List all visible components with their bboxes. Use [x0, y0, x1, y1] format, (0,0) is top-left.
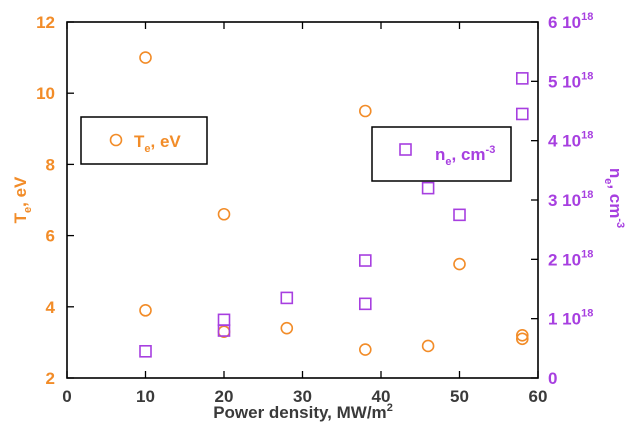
ne-point: [280, 291, 294, 305]
te-point: [515, 328, 529, 342]
right-y-tick-label: 6 1018: [548, 11, 593, 32]
x-tick-label: 60: [529, 387, 548, 406]
left-y-tick-label: 10: [36, 84, 55, 103]
x-axis-label-sup: 2: [387, 402, 393, 414]
legend-ne-label: ne, cm-3: [435, 144, 495, 168]
x-tick-label: 0: [62, 387, 71, 406]
ne-point: [515, 107, 529, 121]
left-y-axis-label: Te, eV: [11, 176, 34, 223]
left-y-tick-label: 6: [46, 227, 55, 246]
te-point: [139, 304, 152, 317]
ne-point: [421, 181, 435, 195]
legend-te-box: [80, 116, 208, 165]
left-y-axis: 2 4 6 8 10 12: [36, 13, 74, 388]
ne-point: [217, 324, 231, 337]
left-y-tick-label: 2: [46, 369, 55, 388]
right-y-tick-label: 4 1018: [548, 130, 593, 151]
ne-point: [515, 72, 529, 85]
ne-point: [358, 297, 372, 311]
left-y-tick-label: 12: [36, 13, 55, 32]
plot-frame: [66, 21, 539, 379]
x-axis: 0 10 20 30 40 50 60: [62, 22, 547, 406]
x-axis-label: Power density, MW/m2: [213, 402, 393, 422]
x-tick-label: 50: [450, 387, 469, 406]
te-point: [358, 343, 372, 356]
ne-point: [139, 344, 152, 358]
legend-te-label: Te, eV: [134, 132, 181, 155]
right-y-tick-label: 5 1018: [548, 70, 593, 91]
right-y-tick-label: 2 1018: [548, 248, 593, 269]
te-point: [515, 332, 529, 346]
x-tick-label: 10: [136, 387, 155, 406]
right-y-tick-label: 0: [548, 369, 557, 388]
te-point: [358, 104, 372, 118]
te-point: [217, 207, 231, 221]
ne-point: [358, 254, 372, 267]
ne-point: [217, 313, 231, 327]
te-point: [421, 339, 435, 353]
te-point: [139, 51, 152, 64]
right-y-axis-label: ne, cm-3: [602, 168, 626, 228]
ne-point: [453, 208, 466, 222]
legend-ne-marker: [399, 143, 412, 156]
legend-ne: ne, cm-3: [371, 126, 512, 182]
x-tick-label: 40: [372, 387, 391, 406]
left-y-tick-label: 8: [46, 155, 55, 174]
te-point: [453, 257, 466, 271]
x-tick-label: 30: [293, 387, 312, 406]
data-points: [139, 51, 529, 358]
legend-te: Te, eV: [80, 116, 208, 165]
te-point: [280, 321, 294, 335]
legend-ne-box: [371, 126, 512, 182]
right-y-axis: 0 1 1018 2 1018 3 1018 4 1018 5 1018 6 1018: [531, 11, 593, 388]
right-y-tick-label: 3 1018: [548, 189, 593, 210]
x-tick-label: 20: [215, 387, 234, 406]
right-y-tick-label: 1 1018: [548, 308, 593, 329]
left-y-tick-label: 4: [46, 298, 56, 317]
legend-te-marker: [109, 133, 123, 147]
